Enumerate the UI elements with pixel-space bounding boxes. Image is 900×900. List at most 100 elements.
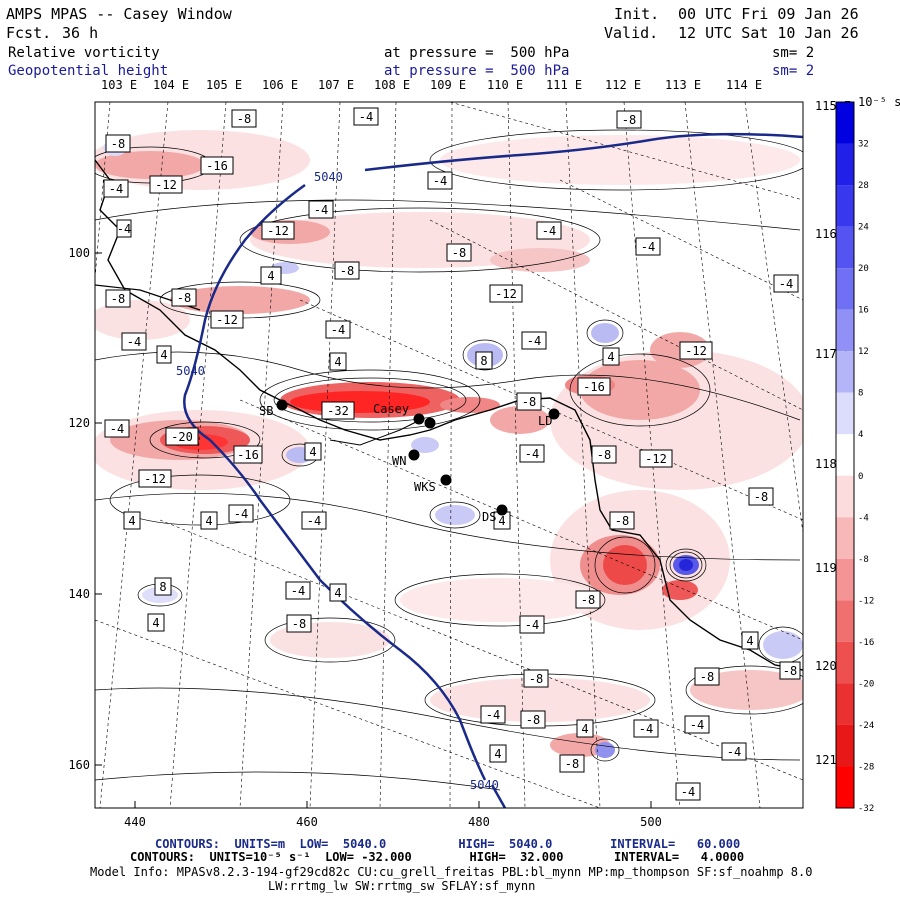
- contour-label: 4: [156, 345, 172, 364]
- svg-text:-4: -4: [525, 618, 539, 632]
- contour-label: -4: [116, 219, 132, 238]
- y-tick: 100: [68, 246, 90, 260]
- contour-label: -4: [325, 320, 351, 339]
- colorbar-label: 8: [858, 389, 863, 399]
- colorbar-label: -24: [858, 721, 874, 731]
- svg-text:4: 4: [607, 350, 614, 364]
- height-contour: [183, 132, 803, 808]
- init-time: 00 UTC Fri 09 Jan 26: [678, 5, 859, 23]
- lon-label-top: 111 E: [546, 78, 582, 92]
- contour-label: -4: [427, 171, 453, 190]
- colorbar-swatch: [836, 351, 854, 393]
- field2-smoothing: sm= 2: [772, 63, 815, 79]
- contour-label: 4: [602, 347, 620, 366]
- colorbar-swatch: [836, 517, 854, 559]
- contour-label: -32: [321, 401, 355, 420]
- contour-label: -8: [105, 134, 131, 153]
- x-tick: 440: [124, 815, 146, 829]
- svg-text:-8: -8: [111, 292, 125, 306]
- contour-label: -16: [233, 445, 263, 464]
- contour-label: -12: [261, 221, 295, 240]
- contour-label: -12: [639, 449, 673, 468]
- contour-label: -8: [171, 288, 197, 307]
- svg-text:-4: -4: [542, 224, 556, 238]
- svg-text:-32: -32: [327, 404, 349, 418]
- svg-text:-4: -4: [127, 335, 141, 349]
- contour-info-height: CONTOURS: UNITS=m LOW= 5040.0 HIGH= 5040…: [155, 837, 741, 851]
- x-tick: 480: [468, 815, 490, 829]
- colorbar-label: -12: [858, 596, 874, 606]
- svg-text:-8: -8: [111, 137, 125, 151]
- svg-text:-16: -16: [206, 159, 228, 173]
- colorbar-swatch: [836, 102, 854, 144]
- svg-text:-4: -4: [314, 203, 328, 217]
- colorbar-swatch: [836, 434, 854, 476]
- contour-label: -4: [721, 742, 747, 761]
- station-label: LD: [538, 414, 552, 428]
- svg-text:-8: -8: [177, 291, 191, 305]
- model-info: Model Info: MPASv8.2.3-194-gf29cd82c CU:…: [90, 865, 813, 879]
- colorbar-swatch: [836, 185, 854, 227]
- valid-label: Valid.: [604, 24, 659, 42]
- svg-text:-4: -4: [307, 514, 321, 528]
- contour-label: -4: [519, 444, 545, 463]
- colorbar-label: -16: [858, 638, 874, 648]
- svg-text:-8: -8: [597, 448, 611, 462]
- lon-label-top: 105 E: [206, 78, 242, 92]
- contour-label: -8: [334, 261, 360, 280]
- x-tick: 460: [296, 815, 318, 829]
- svg-text:-8: -8: [700, 670, 714, 684]
- svg-text:-4: -4: [486, 708, 500, 722]
- svg-text:4: 4: [334, 355, 341, 369]
- contour-label: -4: [301, 511, 327, 530]
- svg-text:-4: -4: [641, 240, 655, 254]
- svg-text:4: 4: [309, 445, 316, 459]
- model-info-2: LW:rrtmg_lw SW:rrtmg_sw SFLAY:sf_mynn: [268, 879, 536, 893]
- lon-label-top: 106 E: [262, 78, 298, 92]
- contour-label: 4: [147, 613, 165, 632]
- contour-label: -4: [480, 705, 506, 724]
- contour-label: -20: [165, 427, 199, 446]
- contour-label: 4: [489, 744, 507, 763]
- colorbar-swatch: [836, 143, 854, 186]
- colorbar-swatch: [836, 600, 854, 642]
- lon-label-top: 112 E: [605, 78, 641, 92]
- svg-text:-4: -4: [690, 718, 704, 732]
- svg-text:-20: -20: [171, 430, 193, 444]
- station-label: DS: [482, 510, 496, 524]
- colorbar-label: 32: [858, 140, 869, 150]
- svg-text:-4: -4: [117, 222, 131, 236]
- contour-label: -8: [286, 614, 312, 633]
- colorbar-label: -28: [858, 762, 874, 772]
- map-title: AMPS MPAS -- Casey Window: [6, 5, 232, 23]
- svg-text:-12: -12: [144, 472, 166, 486]
- svg-text:4: 4: [581, 722, 588, 736]
- contour-label: 8: [475, 351, 493, 370]
- contour-label: 4: [123, 511, 141, 530]
- svg-text:-8: -8: [615, 514, 629, 528]
- colorbar-unit: 10⁻⁵ s⁻¹: [858, 95, 900, 109]
- svg-text:-8: -8: [565, 757, 579, 771]
- colorbar-swatch: [836, 724, 854, 767]
- svg-text:-4: -4: [681, 785, 695, 799]
- svg-text:-8: -8: [581, 593, 595, 607]
- svg-text:-4: -4: [525, 447, 539, 461]
- colorbar-label: 4: [858, 430, 863, 440]
- y-tick: 140: [68, 587, 90, 601]
- map-field: [95, 102, 803, 808]
- svg-text:-4: -4: [291, 584, 305, 598]
- field2-level: at pressure = 500 hPa: [384, 63, 570, 79]
- svg-text:-4: -4: [331, 323, 345, 337]
- lon-label-top: 110 E: [487, 78, 523, 92]
- svg-text:-8: -8: [526, 713, 540, 727]
- colorbar: 32 28 24 20 16 12 8 4 0 -4 -8 -12 -16 -20 -24 -28 -32: [835, 101, 874, 814]
- svg-text:4: 4: [128, 514, 135, 528]
- contour-label: -12: [679, 341, 713, 360]
- contour-label: -8: [446, 243, 472, 262]
- svg-text:-8: -8: [452, 246, 466, 260]
- lon-label-top: 108 E: [374, 78, 410, 92]
- colorbar-label: 0: [858, 472, 863, 482]
- contour-label: -16: [577, 377, 611, 396]
- contour-label: -8: [231, 109, 257, 128]
